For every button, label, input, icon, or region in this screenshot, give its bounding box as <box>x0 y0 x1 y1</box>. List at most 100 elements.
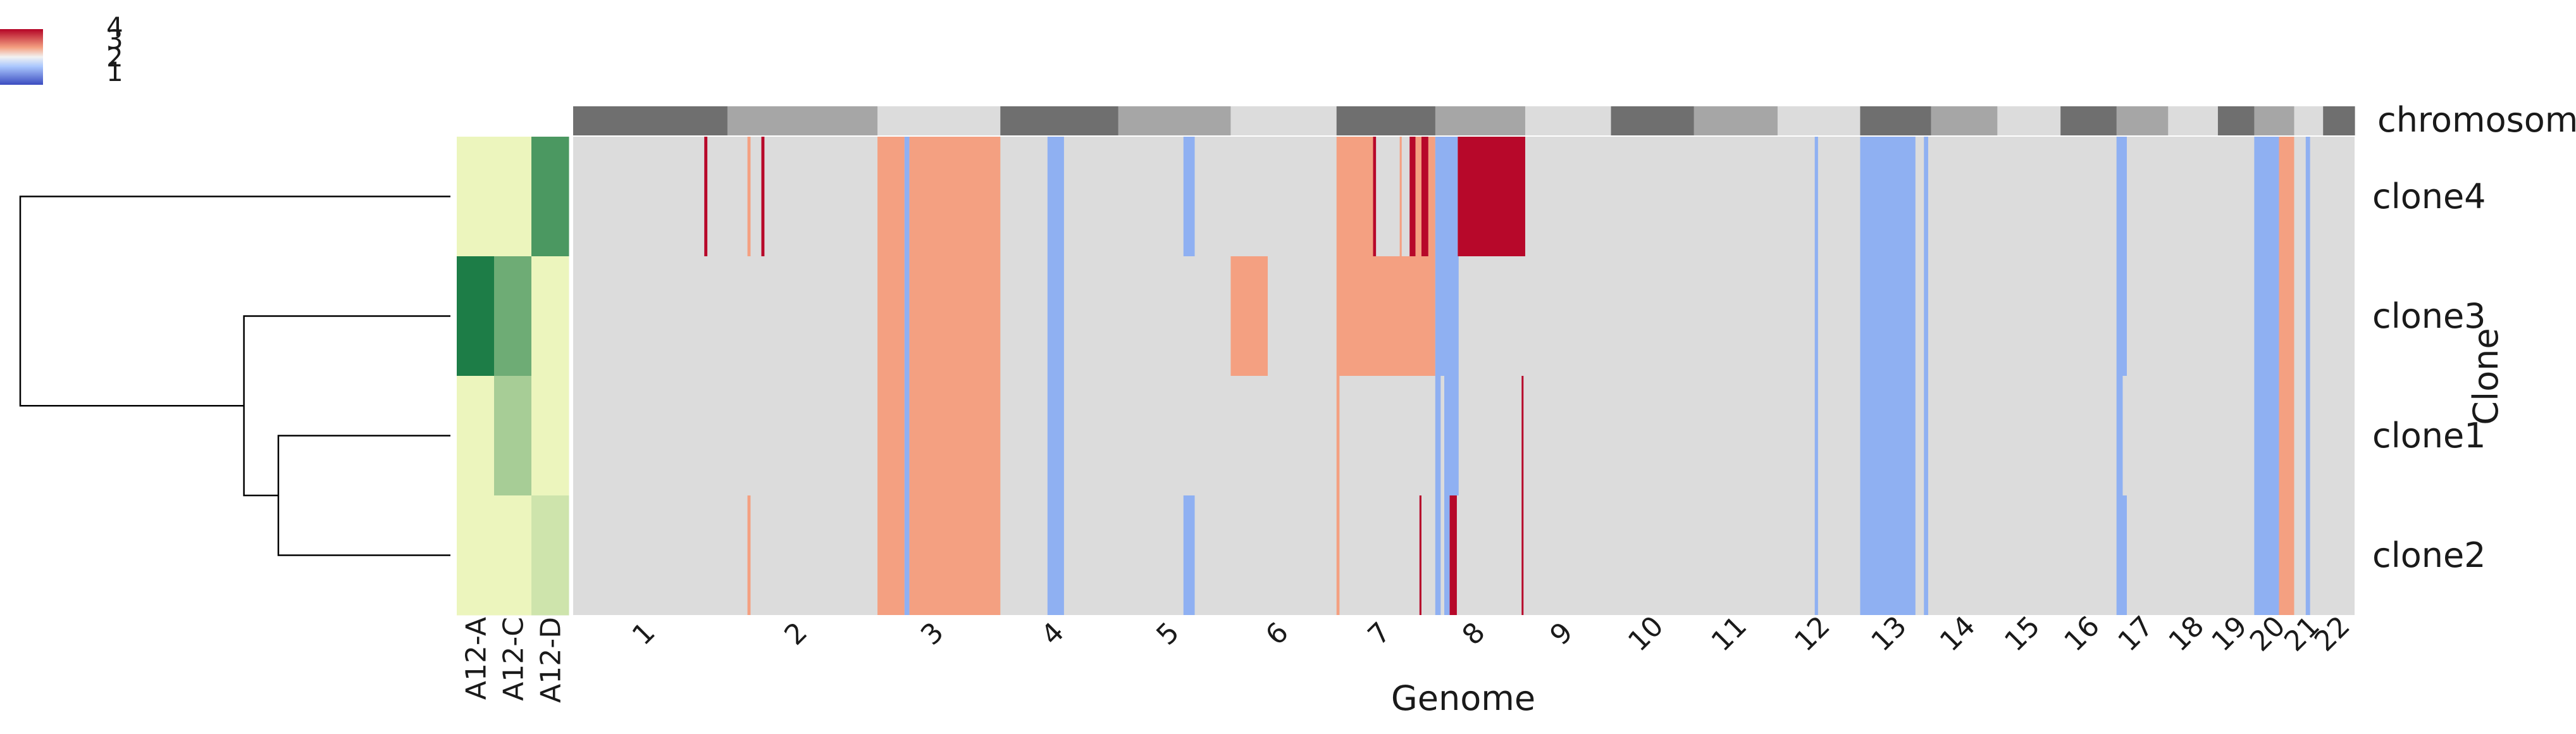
cn-segment-clone4-chr4-6 <box>1047 137 1064 256</box>
row-label-clone2: clone2 <box>2372 535 2486 575</box>
cn-segment-clone3-chr8-30 <box>1435 256 1459 376</box>
cn-segment-clone3-chr20-36 <box>2279 256 2294 376</box>
x-axis-label: Genome <box>1391 678 1535 718</box>
cn-segment-clone1-chr8-43 <box>1435 376 1441 495</box>
chromosome-band-4 <box>1000 106 1119 135</box>
cn-segment-clone4-chr1-0 <box>704 137 708 256</box>
cn-segment-clone4-chr12-17 <box>1814 137 1818 256</box>
cn-segment-clone2-chr5-58 <box>1183 495 1195 615</box>
cn-segment-clone4-chr7-8 <box>1336 137 1373 256</box>
x-tick-label-chr14: 14 <box>1934 610 1982 658</box>
annotation-column-label-A12-C: A12-C <box>498 617 530 701</box>
cn-segment-clone2-chr8-64 <box>1521 495 1524 615</box>
cn-segment-clone1-chr3-38 <box>877 376 905 495</box>
chromosome-band-19 <box>2217 106 2255 135</box>
cn-segment-clone1-chr17-49 <box>2116 376 2123 495</box>
chromosome-band-20 <box>2254 106 2295 135</box>
x-tick-label-chr4: 4 <box>1035 616 1070 652</box>
x-tick-label-chr6: 6 <box>1260 616 1295 652</box>
chromosome-band-11 <box>1694 106 1778 135</box>
annotation-cell-clone3-A12-C <box>494 256 532 376</box>
cn-segment-clone3-chr20-35 <box>2254 256 2279 376</box>
cn-segment-clone1-chr3-40 <box>909 376 1001 495</box>
colorbar-gradient <box>0 29 43 85</box>
cn-segment-clone2-chr8-62 <box>1444 495 1450 615</box>
chromosome-band-6 <box>1230 106 1337 135</box>
chromosome-band-7 <box>1336 106 1436 135</box>
cn-segment-clone1-chr4-41 <box>1047 376 1064 495</box>
cn-segment-clone4-chr20-21 <box>2254 137 2279 256</box>
x-tick-label-chr2: 2 <box>778 616 814 652</box>
chromosome-band-18 <box>2168 106 2219 135</box>
chromosome-band-16 <box>2060 106 2117 135</box>
chromosome-band-17 <box>2116 106 2169 135</box>
x-tick-label-chr17: 17 <box>2112 610 2160 658</box>
chromosomes-track-label: chromosomes <box>2377 100 2576 140</box>
heatmap-cells <box>573 137 2355 615</box>
cn-segment-clone2-chr3-56 <box>909 495 1001 615</box>
chromosome-band-1 <box>573 106 728 135</box>
dendrogram <box>19 196 450 556</box>
cn-segment-clone3-chr13-32 <box>1860 256 1916 376</box>
cn-segment-clone3-chr3-24 <box>877 256 905 376</box>
cn-segment-clone4-chr7-14 <box>1428 137 1435 256</box>
x-tick-label-chr22: 22 <box>2308 610 2356 658</box>
cn-segment-clone2-chr13-67 <box>1924 495 1928 615</box>
chromosome-band-5 <box>1118 106 1232 135</box>
cn-segment-clone4-chr13-19 <box>1924 137 1928 256</box>
cn-segment-clone3-chr13-33 <box>1924 256 1928 376</box>
chromosome-band-15 <box>1997 106 2061 135</box>
clone-annotation-matrix <box>457 137 569 616</box>
cn-segment-clone1-chr3-39 <box>904 376 910 495</box>
cn-segment-clone1-chr13-48 <box>1924 376 1928 495</box>
x-tick-label-chr11: 11 <box>1706 610 1754 658</box>
cn-segment-clone1-chr8-45 <box>1521 376 1524 495</box>
cn-segment-clone4-chr17-20 <box>2116 137 2127 256</box>
chromosome-track <box>573 106 2355 135</box>
cn-segment-clone4-chr3-5 <box>909 137 1001 256</box>
x-tick-label-chr12: 12 <box>1788 610 1836 658</box>
cn-segment-clone2-chr7-60 <box>1419 495 1421 615</box>
row-label-clone1: clone1 <box>2372 416 2486 456</box>
cn-segment-clone1-chr21-52 <box>2305 376 2310 495</box>
cn-segment-clone4-chr7-9 <box>1373 137 1377 256</box>
cn-segment-clone4-chr21-23 <box>2305 137 2310 256</box>
x-tick-label-chr7: 7 <box>1362 616 1397 652</box>
chromosome-band-12 <box>1777 106 1861 135</box>
annotation-column-label-A12-A: A12-A <box>461 617 493 700</box>
x-tick-label-chr18: 18 <box>2163 610 2211 658</box>
cn-segment-clone4-chr3-3 <box>877 137 905 256</box>
cn-segment-clone4-chr7-13 <box>1421 137 1428 256</box>
dendrogram-link-1 <box>243 315 450 497</box>
annotation-cell-clone2-A12-C <box>494 495 532 616</box>
colorbar-tick-1: 1 <box>106 56 123 87</box>
heatmap-row-clone1 <box>573 376 2355 495</box>
row-label-clone4: clone4 <box>2372 177 2486 216</box>
cn-segment-clone4-chr8-15 <box>1435 137 1458 256</box>
cn-segment-clone4-chr7-10 <box>1399 137 1402 256</box>
cn-segment-clone4-chr20-22 <box>2279 137 2294 256</box>
cn-segment-clone2-chr13-66 <box>1860 495 1916 615</box>
cn-segment-clone1-chr13-47 <box>1860 376 1916 495</box>
cn-segment-clone2-chr3-55 <box>904 495 910 615</box>
y-axis-label: Clone <box>2466 328 2506 425</box>
annotation-cell-clone4-A12-C <box>494 137 532 257</box>
colorbar-tick-2: 2 <box>106 42 123 73</box>
cn-segment-clone4-chr5-7 <box>1183 137 1195 256</box>
dendrogram-link-2 <box>19 196 450 407</box>
row-label-clone3: clone3 <box>2372 296 2486 336</box>
annotation-cell-clone4-A12-D <box>531 137 569 257</box>
x-tick-label-chr3: 3 <box>915 616 950 652</box>
colorbar: 4 3 2 1 <box>0 11 123 87</box>
x-tick-label-chr15: 15 <box>1998 610 2047 658</box>
cn-segment-clone3-chr3-25 <box>904 256 910 376</box>
cn-segment-clone2-chr8-61 <box>1435 495 1441 615</box>
cn-segment-clone2-chr20-70 <box>2279 495 2294 615</box>
cn-segment-clone4-chr7-12 <box>1415 137 1421 256</box>
chromosome-band-2 <box>727 106 878 135</box>
cn-segment-clone2-chr8-63 <box>1449 495 1457 615</box>
x-tick-label-chr13: 13 <box>1865 610 1913 658</box>
heatmap-row-clone3 <box>573 256 2355 376</box>
annotation-cell-clone3-A12-A <box>457 256 495 376</box>
annotation-cell-clone2-A12-D <box>531 495 569 616</box>
